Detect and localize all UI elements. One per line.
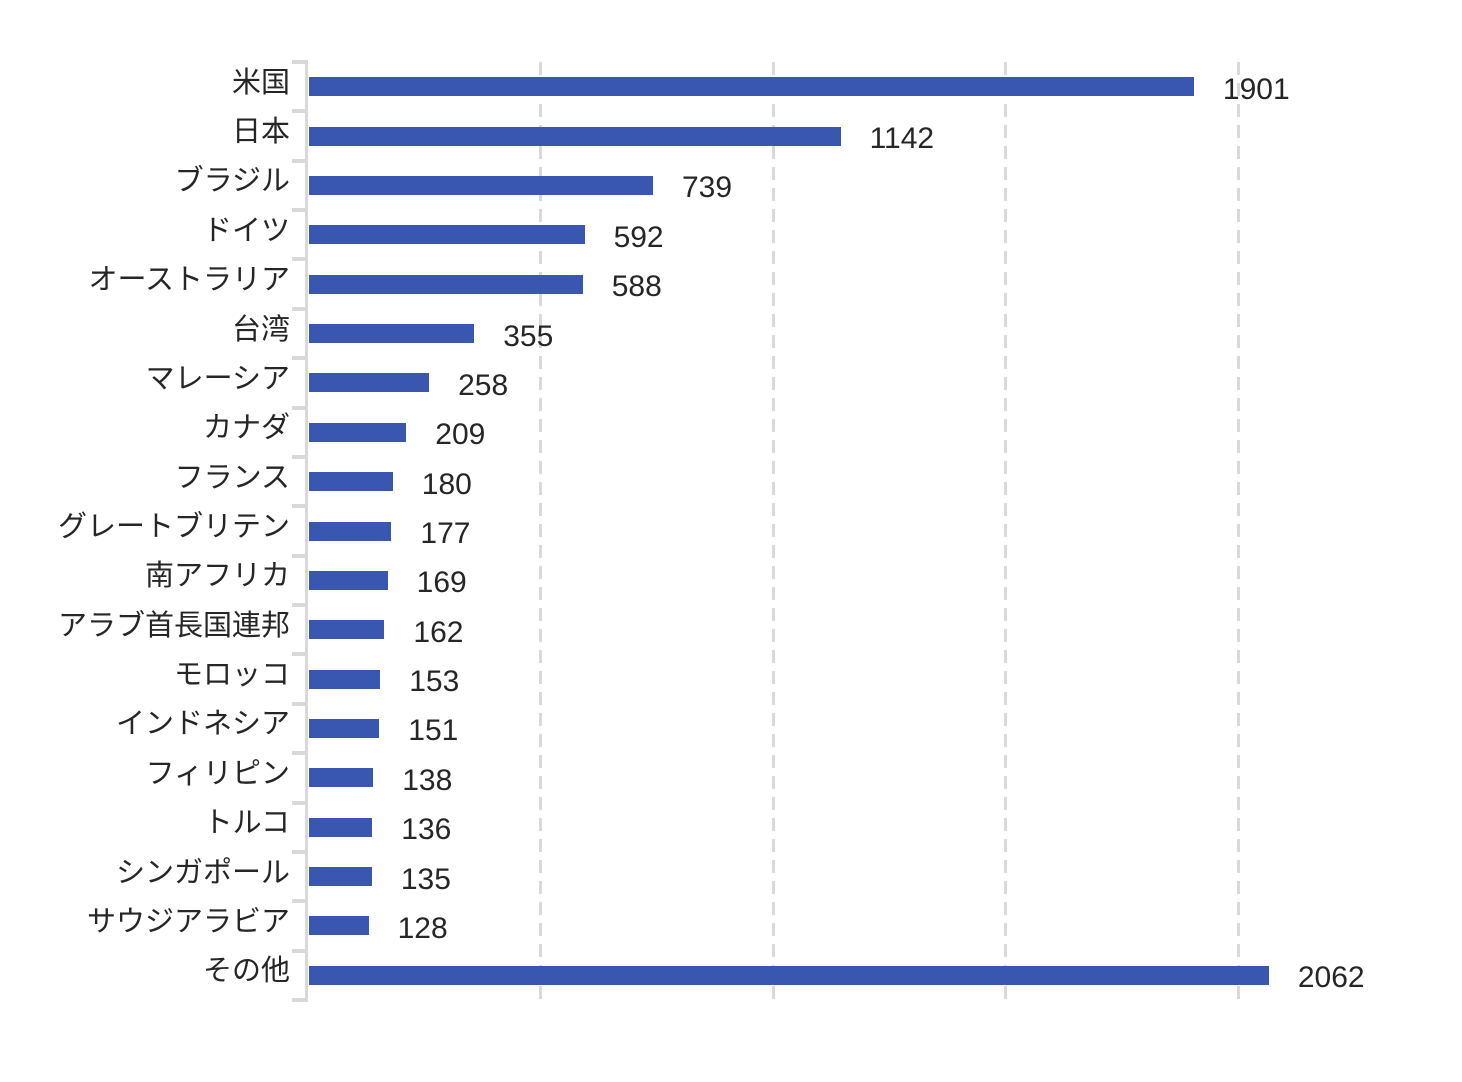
- bar: [309, 521, 392, 541]
- y-axis-tick: [291, 208, 308, 213]
- value-label: 136: [401, 813, 452, 847]
- value-label: 151: [408, 714, 459, 748]
- bar: [309, 817, 373, 837]
- y-axis-tick: [291, 60, 308, 64]
- category-label: トルコ: [203, 807, 290, 840]
- y-axis-tick: [291, 899, 308, 904]
- category-label: フィリピン: [145, 757, 290, 790]
- value-label: 592: [613, 220, 664, 254]
- value-label: 209: [435, 418, 486, 452]
- category-label: アラブ首長国連邦: [57, 609, 290, 642]
- category-label: カナダ: [202, 412, 290, 445]
- category-label: フランス: [174, 461, 290, 494]
- value-label: 162: [413, 615, 464, 649]
- y-axis-tick: [291, 405, 308, 410]
- value-label: 180: [421, 467, 472, 501]
- y-axis-tick: [291, 849, 308, 854]
- value-label: 258: [458, 368, 509, 402]
- y-axis-tick: [291, 257, 308, 262]
- bar: [309, 916, 369, 936]
- value-label: 1901: [1222, 72, 1290, 106]
- category-label: その他: [202, 955, 290, 988]
- category-label: ブラジル: [174, 165, 290, 198]
- category-label: グレートブリテン: [57, 511, 290, 543]
- y-axis-tick: [291, 800, 308, 805]
- y-axis-tick: [291, 356, 308, 361]
- y-axis-tick: [291, 603, 308, 608]
- vertical-gridline: [1004, 62, 1008, 1000]
- bar: [309, 175, 653, 195]
- bar: [309, 373, 430, 393]
- vertical-gridline: [771, 62, 775, 1000]
- bar: [309, 867, 372, 887]
- bar: [309, 274, 583, 294]
- value-label: 2062: [1297, 961, 1365, 995]
- y-axis-tick: [291, 948, 308, 953]
- value-label: 355: [503, 319, 554, 353]
- value-label: 138: [402, 763, 453, 797]
- value-label: 153: [409, 665, 460, 699]
- bar: [309, 620, 385, 640]
- y-axis-tick: [291, 504, 308, 509]
- bar: [309, 126, 841, 146]
- y-axis-tick: [291, 701, 308, 706]
- value-label: 588: [611, 270, 662, 304]
- category-label: ドイツ: [202, 214, 290, 247]
- y-axis-tick: [291, 998, 308, 1002]
- bar: [309, 422, 407, 442]
- bar: [309, 768, 374, 788]
- category-label: オーストラリア: [88, 264, 290, 297]
- bar: [309, 324, 475, 344]
- value-label: 169: [416, 566, 467, 600]
- category-label: 南アフリカ: [144, 560, 290, 593]
- category-label: シンガポール: [115, 856, 290, 889]
- y-axis-tick: [291, 553, 308, 558]
- vertical-gridline: [1237, 62, 1240, 1000]
- bar: [309, 718, 380, 738]
- bar: [309, 77, 1194, 97]
- category-label: 日本: [231, 116, 290, 149]
- value-label: 1142: [869, 122, 935, 156]
- bar: [309, 965, 1269, 985]
- y-axis-tick: [291, 454, 308, 459]
- category-label: モロッコ: [173, 659, 290, 692]
- category-label: 米国: [231, 66, 290, 99]
- category-label: 台湾: [231, 313, 290, 346]
- value-label: 135: [400, 862, 451, 896]
- value-label: 128: [397, 911, 448, 945]
- y-axis-tick: [291, 109, 308, 114]
- y-axis-tick: [291, 652, 308, 657]
- vertical-gridline: [538, 62, 542, 1000]
- bar: [309, 570, 388, 590]
- category-label: インドネシア: [115, 708, 290, 741]
- bar: [309, 669, 381, 689]
- y-axis-tick: [291, 751, 308, 756]
- category-label: マレーシア: [145, 362, 290, 395]
- bar: [309, 225, 585, 245]
- value-label: 739: [682, 171, 733, 205]
- value-label: 177: [420, 517, 471, 550]
- bar: [309, 472, 393, 492]
- y-axis-line: [304, 62, 308, 1000]
- category-label: サウジアラビア: [86, 905, 290, 938]
- y-axis-tick: [291, 158, 308, 163]
- y-axis-tick: [291, 306, 308, 311]
